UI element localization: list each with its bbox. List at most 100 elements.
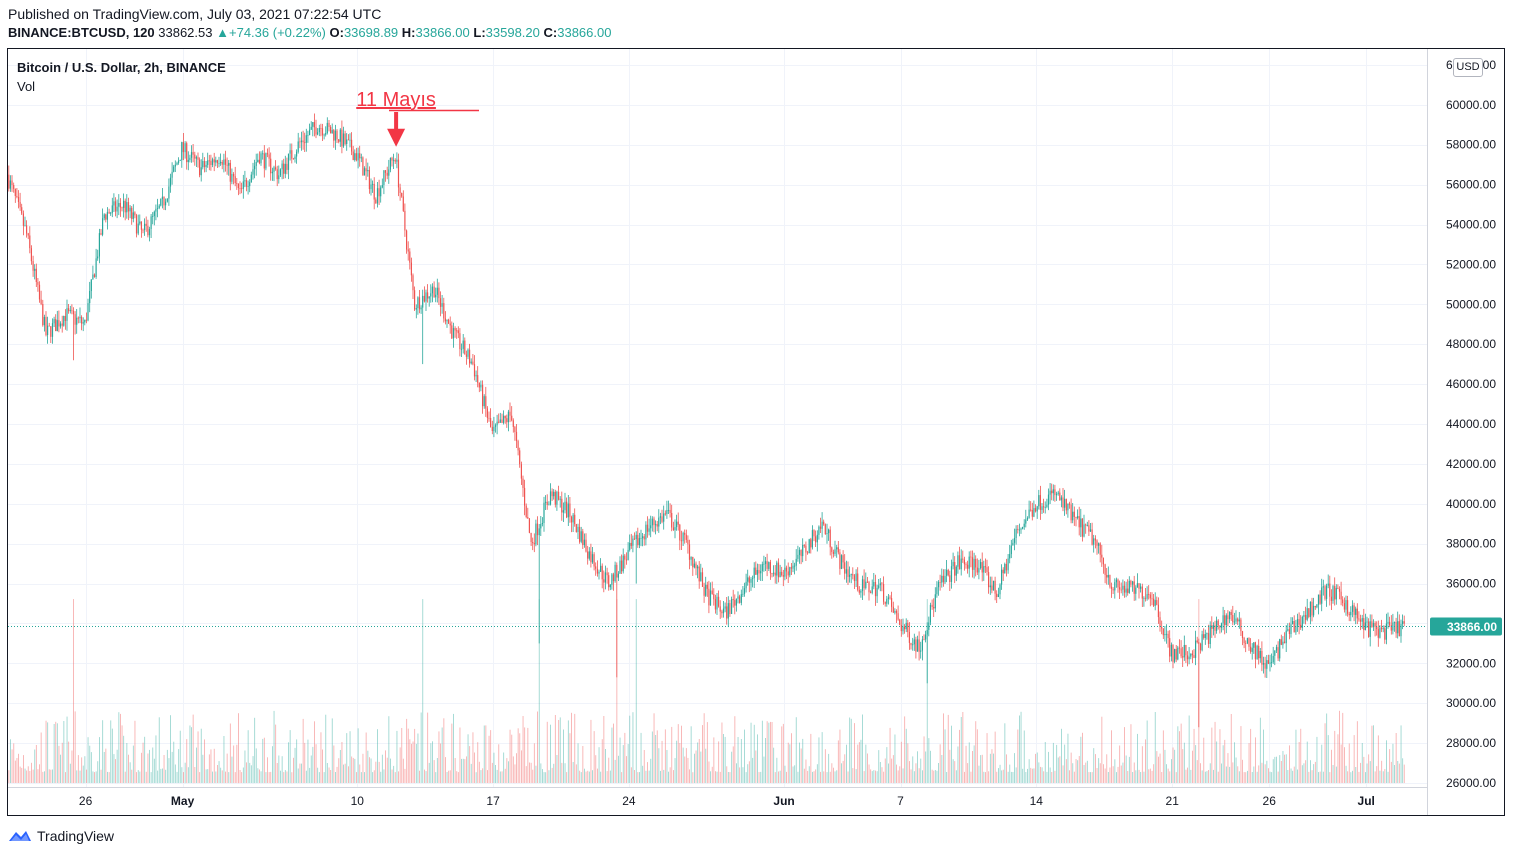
volume-bar	[1245, 772, 1247, 784]
volume-bar	[124, 771, 126, 783]
candle-body	[195, 157, 197, 159]
volume-bar	[616, 599, 618, 783]
candle-body	[1343, 603, 1345, 610]
volume-bar	[1001, 770, 1003, 783]
volume-bar	[121, 725, 123, 783]
candle-body	[29, 235, 31, 249]
candle-body	[229, 162, 231, 182]
volume-bar	[469, 746, 471, 783]
volume-bar	[522, 716, 524, 783]
candle-body	[813, 530, 815, 537]
candle-body	[532, 542, 534, 543]
candle-body	[905, 622, 907, 630]
volume-bar	[220, 767, 222, 783]
candle-body	[908, 632, 910, 643]
volume-bar	[466, 756, 467, 783]
candle-body	[56, 320, 58, 332]
candle-body	[637, 534, 639, 546]
symbol-label[interactable]: BINANCE:BTCUSD, 120	[8, 25, 155, 40]
currency-badge[interactable]: USD	[1453, 58, 1483, 77]
candle-body	[77, 317, 79, 319]
candle-body	[32, 261, 34, 271]
candle-body	[661, 516, 663, 522]
volume-bar	[558, 720, 560, 783]
volume-bar	[1086, 760, 1088, 783]
volume-bar	[881, 767, 883, 783]
volume-bar	[228, 772, 230, 783]
candle-body	[186, 143, 188, 163]
candle-body	[842, 555, 844, 563]
candle-body	[373, 183, 375, 200]
candle-body	[1361, 618, 1363, 622]
candle-body	[1028, 509, 1030, 518]
volume-bar	[791, 733, 792, 783]
volume-bar	[682, 747, 684, 783]
low-label: L:	[473, 25, 486, 40]
candle-body	[520, 464, 522, 479]
time-tick-label: 17	[486, 794, 500, 808]
volume-bar	[369, 757, 370, 783]
candle-body	[742, 593, 744, 595]
volume-bar	[1007, 771, 1009, 783]
volume-legend[interactable]: Vol	[17, 79, 36, 94]
volume-bar	[435, 772, 437, 783]
series-legend-title[interactable]: Bitcoin / U.S. Dollar, 2h, BINANCE	[17, 60, 226, 75]
candle-body	[16, 196, 18, 197]
candle-body	[1085, 524, 1087, 526]
candle-body	[1348, 613, 1350, 616]
candle-body	[299, 141, 301, 143]
candle-body	[42, 304, 44, 326]
candle-body	[997, 594, 999, 597]
volume-bar	[1148, 769, 1150, 783]
volume-bar	[1311, 770, 1313, 783]
volume-bar	[789, 744, 791, 783]
time-tick-label: 26	[1263, 794, 1277, 808]
candle-body	[292, 158, 294, 160]
candle-body	[270, 158, 272, 174]
last-price-tag-bg	[1430, 617, 1502, 636]
candle-body	[1022, 527, 1024, 529]
candle-body	[1392, 622, 1394, 631]
volume-bar	[994, 731, 996, 783]
candle-body	[1248, 638, 1250, 647]
volume-bar	[1027, 768, 1028, 784]
candle-body	[1359, 619, 1362, 622]
volume-bar	[89, 745, 91, 783]
volume-bar	[477, 742, 479, 783]
volume-bar	[1124, 727, 1125, 784]
volume-bar	[102, 720, 104, 783]
candle-body	[1326, 585, 1328, 599]
grid-lines	[8, 49, 1427, 787]
candle-body	[436, 287, 438, 295]
candle-body	[646, 524, 649, 532]
volume-bar	[985, 772, 986, 783]
candle-body	[781, 571, 783, 576]
volume-bar	[1276, 756, 1277, 783]
volume-bar	[170, 715, 171, 783]
footer-brand[interactable]: TradingView	[8, 828, 114, 844]
candle-body	[832, 551, 834, 554]
volume-bar	[905, 728, 907, 783]
volume-bar	[934, 770, 936, 783]
candle-body	[1371, 621, 1373, 628]
volume-bar	[325, 714, 327, 783]
candle-body	[45, 317, 47, 335]
volume-bar	[394, 772, 396, 783]
volume-bar	[113, 754, 115, 783]
candle-body	[1054, 489, 1056, 496]
volume-bar	[1048, 751, 1049, 783]
candle-body	[1062, 497, 1064, 508]
candle-body	[1256, 645, 1258, 660]
candle-body	[1309, 601, 1311, 617]
candle-body	[1372, 623, 1375, 628]
candle-body	[1109, 575, 1111, 587]
volume-bar	[297, 768, 299, 783]
volume-bar	[807, 770, 809, 783]
candle-body	[90, 279, 92, 291]
volume-bar	[1183, 742, 1185, 783]
time-tick-label: May	[171, 794, 195, 808]
candle-body	[824, 524, 826, 535]
volume-bar	[178, 749, 180, 783]
candle-body	[357, 153, 359, 161]
